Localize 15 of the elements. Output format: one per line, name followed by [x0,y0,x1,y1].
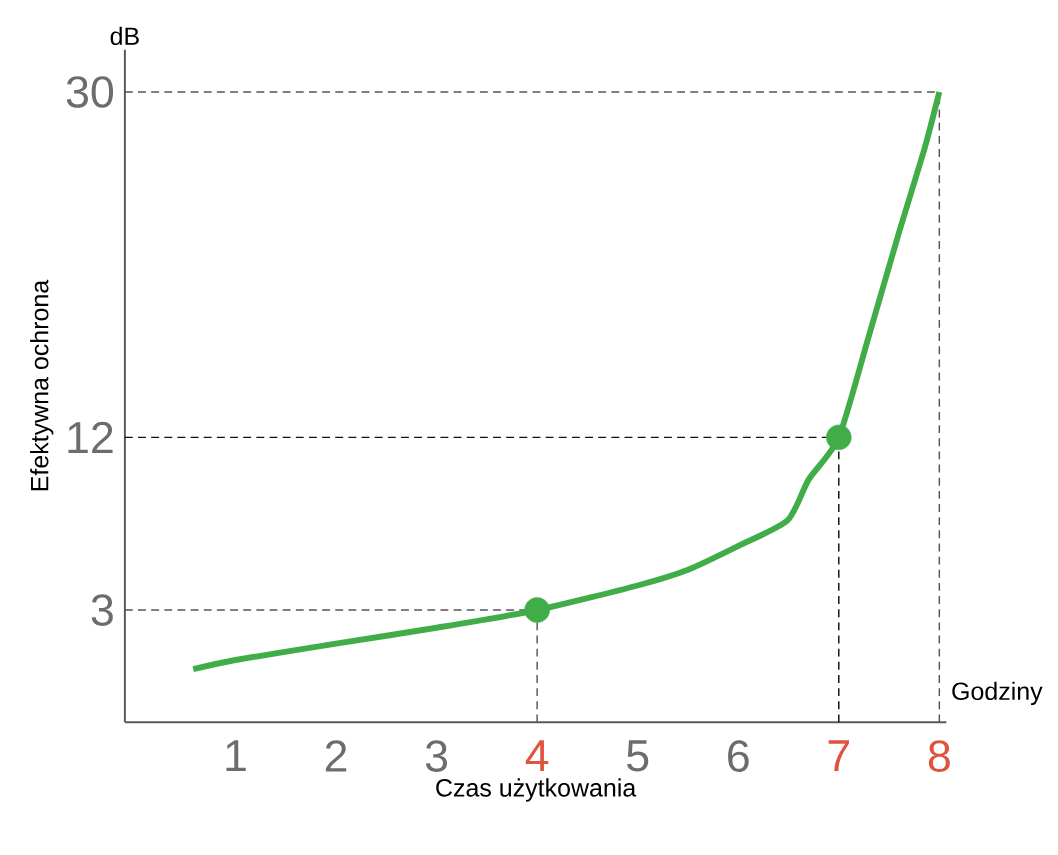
x-axis-title: Czas użytkowania [436,778,637,802]
x-tick-label: 3 [425,740,448,772]
text: dB [110,26,139,46]
x-tick-label: 4 [525,740,549,772]
x-tick-label: 8 [928,740,950,772]
y-tick-label: 30 [66,76,114,108]
x-tick-label: 6 [728,740,749,772]
y-tick-label: 12 [68,421,113,453]
x-tick-label: 2 [325,740,347,772]
x-tick-label: 5 [627,740,649,772]
y-axis-title: Efektywna ochrona [30,279,54,491]
x-tick-label: 7 [828,740,849,772]
x-tick-label: 1 [226,740,246,772]
text: Godziny [952,681,1043,706]
y-tick-label: 3 [91,594,113,626]
